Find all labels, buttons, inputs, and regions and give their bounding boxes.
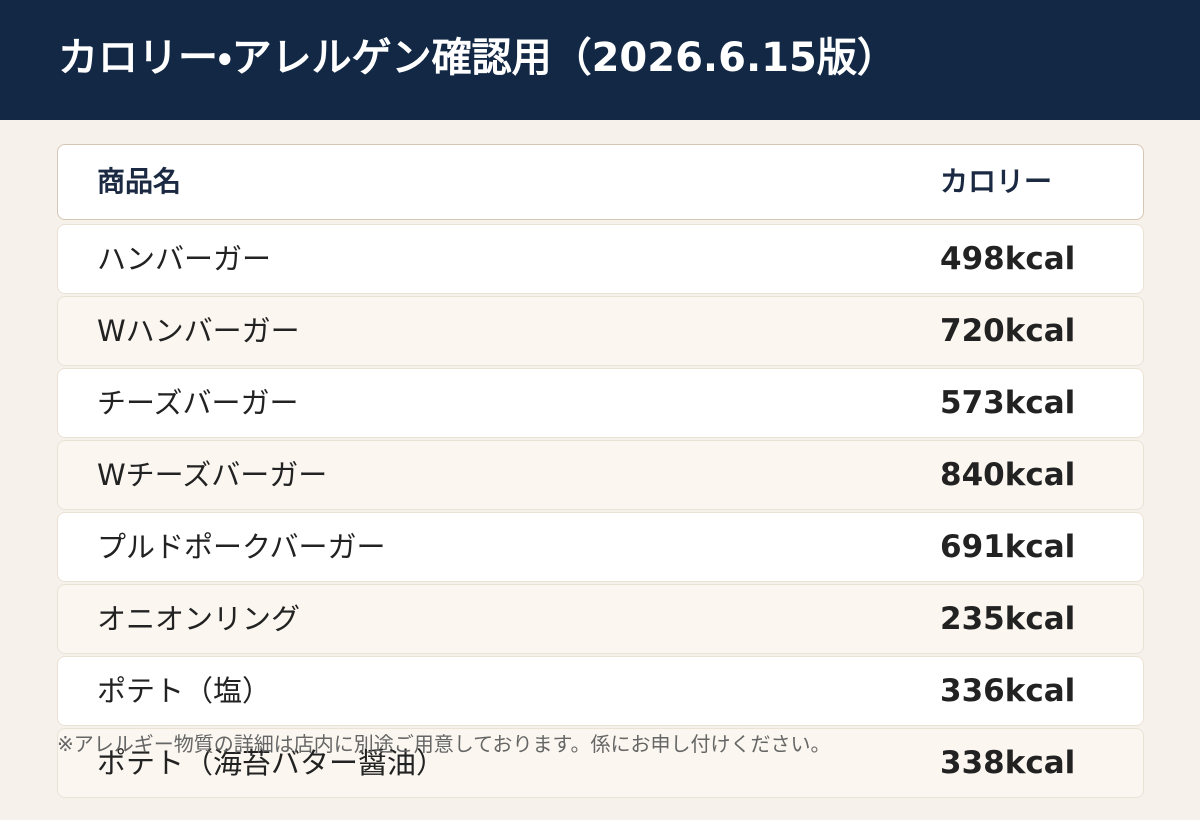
table-row: Wハンバーガー 720kcal	[57, 296, 1144, 366]
table-row: プルドポークバーガー 691kcal	[57, 512, 1144, 582]
item-name-cell: ハンバーガー	[97, 242, 272, 276]
item-name-cell: プルドポークバーガー	[97, 530, 386, 564]
item-name-cell: ポテト（海苔バター醤油）	[97, 746, 446, 780]
table-row: ポテト（塩） 336kcal	[57, 656, 1144, 726]
calorie-cell: 338kcal	[940, 745, 1076, 781]
item-name-cell: Wハンバーガー	[97, 314, 300, 348]
header-bar: カロリー・アレルゲン確認用（2026.6.15版）	[0, 0, 1200, 120]
table-row: ポテト（海苔バター醤油） 338kcal	[57, 728, 1144, 798]
column-header: カロリー	[940, 165, 1053, 198]
calorie-cell: 840kcal	[940, 457, 1076, 493]
calorie-cell: 235kcal	[940, 601, 1076, 637]
item-name-cell: オニオンリング	[97, 602, 301, 636]
table-row: チーズバーガー 573kcal	[57, 368, 1144, 438]
column-header: 商品名	[97, 165, 182, 198]
table-row: オニオンリング 235kcal	[57, 584, 1144, 654]
item-name-cell: ポテト（塩）	[97, 674, 272, 708]
calorie-cell: 498kcal	[940, 241, 1076, 277]
calorie-cell: 336kcal	[940, 673, 1076, 709]
calorie-cell: 573kcal	[940, 385, 1076, 421]
table-row: Wチーズバーガー 840kcal	[57, 440, 1144, 510]
calorie-cell: 691kcal	[940, 529, 1076, 565]
calorie-cell: 720kcal	[940, 313, 1076, 349]
footnote: ※アレルギー物質の詳細は店内に別途ご用意しております。係にお申し付けください。	[57, 732, 831, 756]
table-header: 商品名 カロリー	[57, 144, 1144, 220]
item-name-cell: チーズバーガー	[97, 386, 299, 420]
page-title: カロリー・アレルゲン確認用（2026.6.15版）	[58, 35, 897, 81]
table-row: ハンバーガー 498kcal	[57, 224, 1144, 294]
item-name-cell: Wチーズバーガー	[97, 458, 328, 492]
